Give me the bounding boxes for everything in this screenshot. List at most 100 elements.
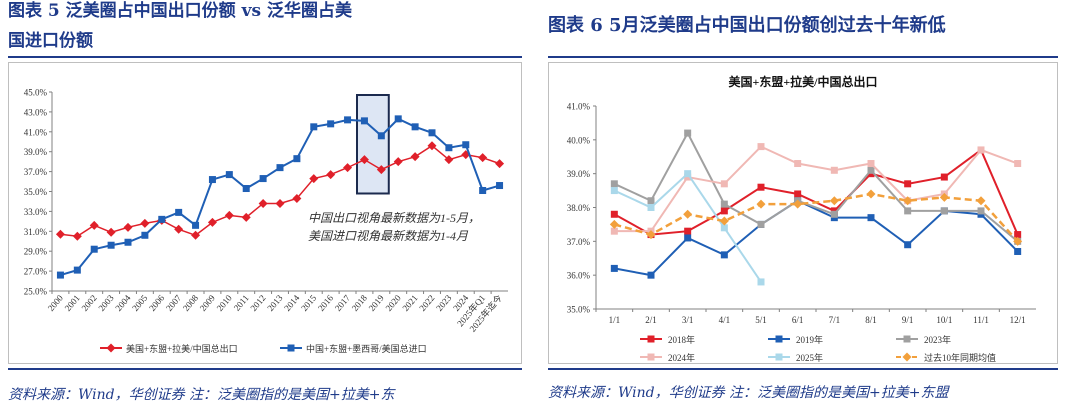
left-data-point	[445, 144, 453, 152]
left-y-tick-label: 33.0%	[24, 207, 48, 217]
right-data-point	[904, 207, 912, 215]
left-data-point	[394, 115, 402, 123]
right-series-line	[613, 192, 1019, 243]
left-legend-marker	[287, 344, 295, 352]
right-data-point	[867, 214, 875, 222]
right-legend-label: 2024年	[668, 352, 695, 363]
left-data-point	[123, 222, 133, 232]
left-y-tick-label: 27.0%	[24, 267, 48, 277]
left-x-tick-label: 2009	[198, 292, 218, 313]
right-data-point	[794, 190, 802, 198]
left-x-tick-label: 2002	[80, 293, 99, 313]
left-x-tick-label: 2012	[248, 293, 267, 313]
right-data-point	[720, 207, 728, 215]
right-data-point	[719, 216, 729, 226]
right-x-tick-label: 4/1	[719, 315, 731, 325]
right-x-tick-label: 7/1	[829, 315, 841, 325]
left-data-point	[496, 182, 504, 190]
right-data-point	[684, 170, 692, 178]
left-x-tick-label: 2010	[215, 292, 235, 313]
left-data-point	[56, 271, 64, 279]
right-x-tick-label: 1/1	[609, 315, 621, 325]
right-y-tick-label: 40.0%	[567, 135, 591, 145]
right-data-point	[940, 173, 948, 181]
right-data-point	[829, 196, 839, 206]
left-x-tick-label: 2019	[367, 292, 387, 313]
left-y-tick-label: 31.0%	[24, 227, 48, 237]
left-data-point	[208, 176, 216, 184]
right-bottom-rule	[548, 368, 1058, 370]
left-x-tick-label: 2008	[181, 292, 201, 313]
right-x-tick-label: 12/1	[1010, 315, 1026, 325]
left-y-tick-label: 29.0%	[24, 247, 48, 257]
left-data-point	[495, 159, 505, 169]
left-data-point	[292, 193, 302, 203]
right-y-tick-label: 35.0%	[567, 305, 591, 315]
right-data-point	[793, 199, 803, 209]
right-series-line	[613, 130, 1019, 243]
right-legend-label: 2018年	[668, 334, 695, 345]
left-data-point	[90, 245, 98, 253]
right-y-tick-label: 36.0%	[567, 271, 591, 281]
left-data-point	[444, 155, 454, 165]
left-data-point	[478, 153, 488, 163]
right-data-point	[976, 196, 986, 206]
right-data-point	[610, 187, 618, 195]
left-data-point	[192, 221, 200, 229]
left-source-note: 资料来源：Wind，华创证券 注：泛美圈指的是美国+拉美+东	[8, 387, 395, 403]
right-x-tick-label: 6/1	[792, 315, 804, 325]
right-title-rule	[548, 56, 1058, 58]
right-data-point	[610, 180, 618, 188]
right-data-point	[647, 204, 655, 211]
right-legend-marker	[775, 353, 783, 361]
right-series-line	[614, 145, 1019, 233]
right-data-point	[720, 224, 728, 232]
right-data-point	[940, 207, 948, 215]
left-y-tick-label: 25.0%	[24, 287, 48, 297]
right-data-point	[977, 146, 985, 154]
left-data-point	[140, 218, 150, 228]
right-x-tick-label: 11/1	[973, 315, 989, 325]
right-data-point	[720, 251, 728, 259]
right-data-point	[1014, 231, 1022, 239]
right-series-5	[609, 189, 1023, 246]
left-data-point	[428, 129, 436, 137]
left-data-point	[174, 224, 184, 234]
left-annotation-line1: 中国出口视角最新数据为1-5月，	[308, 211, 480, 225]
left-data-point	[242, 185, 250, 193]
left-data-point	[462, 141, 470, 149]
right-data-point	[904, 180, 912, 188]
left-data-point	[393, 157, 403, 167]
left-data-point	[276, 164, 284, 172]
right-series-line	[613, 148, 1019, 236]
right-legend-label: 2023年	[924, 334, 951, 345]
right-legend-label: 2019年	[796, 334, 823, 345]
left-data-point	[224, 210, 234, 220]
left-data-point	[258, 198, 268, 208]
right-series-line	[614, 199, 1019, 277]
right-series-4	[610, 170, 765, 286]
left-x-tick-label: 2004	[113, 292, 133, 313]
left-data-point	[309, 174, 319, 184]
right-data-point	[1014, 247, 1022, 255]
left-data-point	[207, 217, 217, 227]
left-series-0	[55, 141, 505, 241]
highlight-box-2018-2019	[356, 94, 390, 195]
left-y-tick-label: 45.0%	[24, 88, 48, 98]
right-y-tick-label: 38.0%	[567, 203, 591, 213]
left-data-point	[411, 123, 419, 131]
left-data-point	[377, 132, 385, 140]
left-legend-label: 中国+东盟+墨西哥/美国总进口	[306, 343, 427, 354]
right-source-note: 资料来源：Wind，华创证券 注：泛美圈指的是美国+拉美+东盟	[548, 385, 949, 401]
right-data-point	[794, 160, 802, 168]
left-bottom-rule	[8, 368, 522, 370]
left-series-1	[56, 115, 504, 279]
left-data-point	[410, 152, 420, 162]
right-data-point	[610, 264, 618, 272]
right-line-chart: 美国+东盟+拉美/中国总出口 35.0% 36.0% 37.0% 38.0% 39.0% 4…	[548, 62, 1058, 364]
right-chart-frame	[548, 62, 1058, 364]
right-y-tick-label: 41.0%	[567, 102, 591, 112]
right-data-point	[684, 234, 692, 242]
right-data-point	[757, 220, 765, 228]
right-series-1	[610, 197, 1022, 279]
